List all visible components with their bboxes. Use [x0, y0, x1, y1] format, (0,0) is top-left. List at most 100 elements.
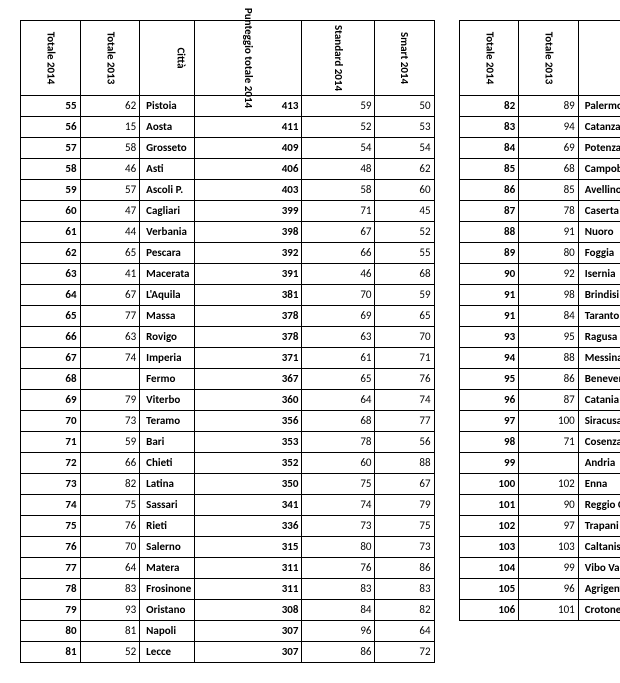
cell-city: Asti [140, 159, 195, 180]
cell-standard: 64 [302, 390, 375, 411]
cell-punteggio: 356 [195, 411, 302, 432]
table-row: 8152Lecce3078672 [21, 642, 435, 663]
cell-totale2013: 99 [519, 558, 579, 579]
cell-totale2013: 96 [519, 579, 579, 600]
cell-standard: 71 [302, 201, 375, 222]
cell-city: Bari [140, 432, 195, 453]
table-row: 10297Trapani22710499 [459, 516, 620, 537]
cell-city: Aosta [140, 117, 195, 138]
table-row: 9687Catania26410178 [459, 390, 620, 411]
cell-smart: 67 [375, 474, 434, 495]
cell-totale2013: 103 [519, 537, 579, 558]
cell-totale2013: 46 [80, 159, 140, 180]
cell-city: Lecce [140, 642, 195, 663]
cell-totale2014: 84 [459, 138, 519, 159]
table-row: 106101Crotone20195106 [459, 600, 620, 621]
cell-totale2014: 63 [21, 264, 81, 285]
table-row: 8081Napoli3079664 [21, 621, 435, 642]
cell-smart: 59 [375, 285, 434, 306]
table-row: 6774Imperia3716171 [21, 348, 435, 369]
table-row: 9092Isernia28277104 [459, 264, 620, 285]
table-row: 8778Caserta2869180 [459, 201, 620, 222]
cell-standard: 52 [302, 117, 375, 138]
cell-totale2013: 63 [80, 327, 140, 348]
cell-standard: 63 [302, 327, 375, 348]
cell-city: Pescara [140, 243, 195, 264]
col-totale2013: Totale 2013 [80, 21, 140, 96]
cell-punteggio: 360 [195, 390, 302, 411]
cell-standard: 48 [302, 159, 375, 180]
cell-totale2014: 93 [459, 327, 519, 348]
cell-punteggio: 336 [195, 516, 302, 537]
cell-smart: 74 [375, 390, 434, 411]
table-row: 9184Taranto2799781 [459, 306, 620, 327]
cell-totale2013: 62 [80, 96, 140, 117]
cell-totale2014: 72 [21, 453, 81, 474]
cell-totale2014: 91 [459, 306, 519, 327]
cell-standard: 83 [302, 579, 375, 600]
cell-punteggio: 392 [195, 243, 302, 264]
cell-totale2014: 101 [459, 495, 519, 516]
cell-city: Potenza [578, 138, 620, 159]
cell-totale2014: 103 [459, 537, 519, 558]
cell-city: Catanzaro [578, 117, 620, 138]
cell-totale2014: 91 [459, 285, 519, 306]
cell-totale2014: 90 [459, 264, 519, 285]
table-row: 7764Matera3117686 [21, 558, 435, 579]
cell-totale2014: 66 [21, 327, 81, 348]
cell-totale2014: 67 [21, 348, 81, 369]
cell-punteggio: 371 [195, 348, 302, 369]
cell-totale2013: 52 [80, 642, 140, 663]
cell-city: Ragusa [578, 327, 620, 348]
cell-totale2014: 58 [21, 159, 81, 180]
cell-totale2014: 81 [21, 642, 81, 663]
table-row: 100102Enna2399998 [459, 474, 620, 495]
cell-smart: 62 [375, 159, 434, 180]
cell-punteggio: 311 [195, 558, 302, 579]
cell-totale2014: 70 [21, 411, 81, 432]
cell-city: Rieti [140, 516, 195, 537]
table-row: 8394Catanzaro3038284 [459, 117, 620, 138]
cell-totale2013: 93 [80, 600, 140, 621]
cell-punteggio: 381 [195, 285, 302, 306]
cell-standard: 68 [302, 411, 375, 432]
cell-city: Avellino [578, 180, 620, 201]
cell-punteggio: 398 [195, 222, 302, 243]
table-row: 7073Teramo3566877 [21, 411, 435, 432]
cell-city: Foggia [578, 243, 620, 264]
cell-totale2013: 90 [519, 495, 579, 516]
cell-totale2013: 84 [519, 306, 579, 327]
cell-totale2014: 71 [21, 432, 81, 453]
cell-city: Chieti [140, 453, 195, 474]
table-row: 6577Massa3786965 [21, 306, 435, 327]
cell-smart: 64 [375, 621, 434, 642]
table-row: 8568Campobasso29772100 [459, 159, 620, 180]
cell-totale2013: 88 [519, 348, 579, 369]
cell-city: L'Aquila [140, 285, 195, 306]
cell-city: Fermo [140, 369, 195, 390]
cell-city: Campobasso [578, 159, 620, 180]
cell-totale2014: 77 [21, 558, 81, 579]
col-totale2013: Totale 2013 [519, 21, 579, 96]
cell-totale2014: 61 [21, 222, 81, 243]
cell-city: Macerata [140, 264, 195, 285]
cell-punteggio: 399 [195, 201, 302, 222]
cell-standard: 75 [302, 474, 375, 495]
cell-punteggio: 409 [195, 138, 302, 159]
cell-totale2013: 98 [519, 285, 579, 306]
cell-totale2014: 99 [459, 453, 519, 474]
cell-punteggio: 378 [195, 327, 302, 348]
table-row: 6663Rovigo3786370 [21, 327, 435, 348]
left-table: Totale 2014 Totale 2013 Città Punteggio … [20, 20, 435, 663]
table-row: 9395Ragusa2768592 [459, 327, 620, 348]
cell-smart: 70 [375, 327, 434, 348]
cell-smart: 73 [375, 537, 434, 558]
cell-city: Cosenza [578, 432, 620, 453]
header-row: Totale 2014 Totale 2013 Città Punteggio … [459, 21, 620, 96]
table-row: 8980Foggia2859089 [459, 243, 620, 264]
cell-city: Frosinone [140, 579, 195, 600]
cell-totale2013: 94 [519, 117, 579, 138]
cell-punteggio: 406 [195, 159, 302, 180]
table-row: 6144Verbania3986752 [21, 222, 435, 243]
cell-punteggio: 352 [195, 453, 302, 474]
